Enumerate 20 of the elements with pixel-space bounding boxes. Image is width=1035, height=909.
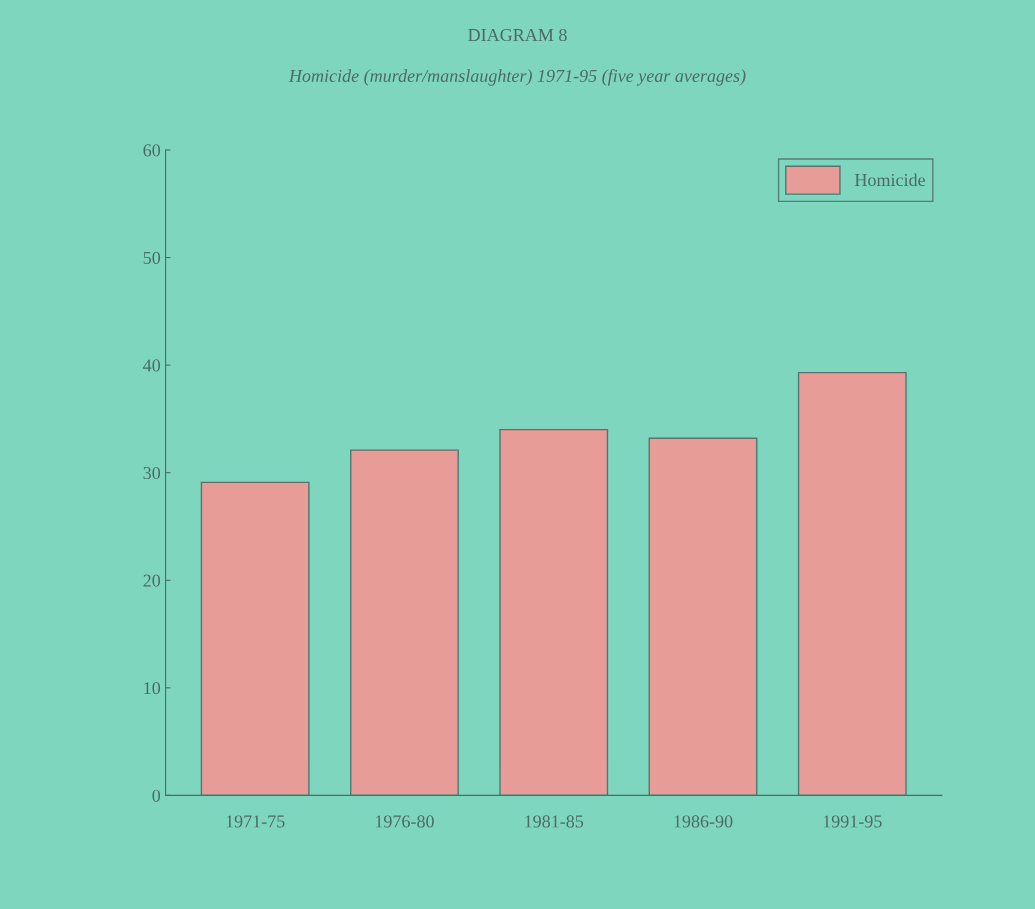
bar bbox=[797, 371, 907, 796]
x-tick-label: 1981-85 bbox=[525, 815, 584, 828]
legend-label: Homicide bbox=[854, 173, 925, 187]
y-tick-label: 30 bbox=[143, 466, 161, 480]
y-tick-label: 60 bbox=[143, 144, 161, 157]
x-tick-label: 1991-95 bbox=[823, 815, 882, 828]
bar bbox=[648, 437, 758, 796]
bar bbox=[200, 481, 310, 796]
y-tick-label: 10 bbox=[144, 682, 161, 695]
bar bbox=[350, 449, 459, 796]
y-tick-label: 0 bbox=[152, 789, 161, 802]
y-tick-label: 50 bbox=[143, 251, 161, 264]
chart-subtitle: Homicide (murder/manslaughter) 1971-95 (five year averages) bbox=[288, 69, 746, 86]
x-tick-label: 1976-80 bbox=[375, 815, 434, 828]
bar bbox=[499, 428, 609, 796]
y-tick-label: 20 bbox=[143, 574, 161, 587]
chart-title: DIAGRAM 8 bbox=[468, 28, 567, 42]
x-tick-label: 1971-75 bbox=[226, 815, 285, 828]
y-tick-label: 40 bbox=[143, 359, 161, 372]
x-tick-label: 1986-90 bbox=[674, 815, 733, 828]
